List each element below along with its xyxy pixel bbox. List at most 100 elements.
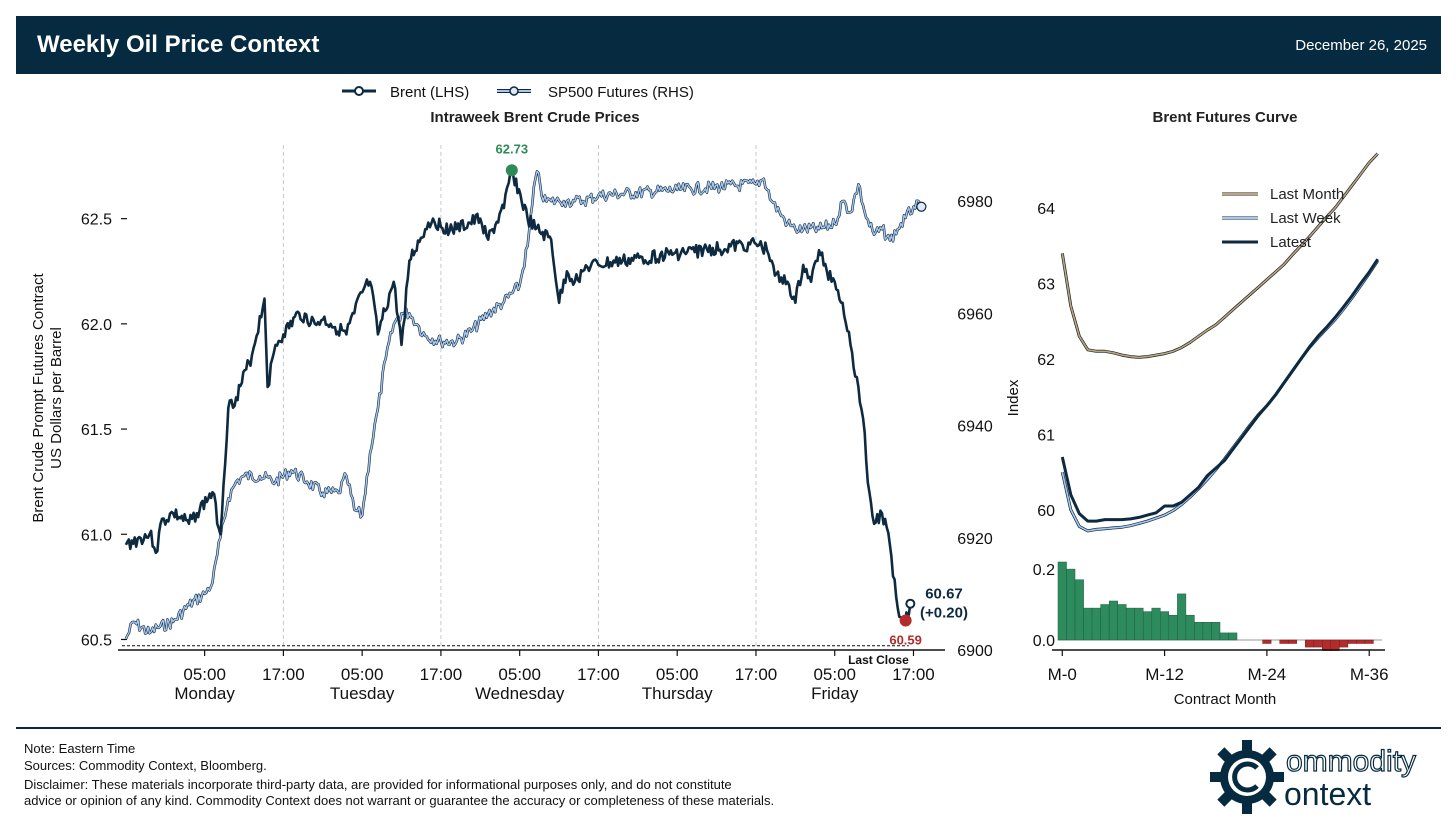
footer-disclaimer-1: Disclaimer: These materials incorporate … xyxy=(24,777,732,792)
x-tick-time: 05:00 xyxy=(813,665,856,684)
left-tick-label: 62.0 xyxy=(81,317,112,334)
diff-bar-positive xyxy=(1219,632,1229,641)
last-price-marker xyxy=(905,598,916,609)
diff-bar-positive xyxy=(1177,593,1187,641)
left-axis-label-2: US Dollars per Barrel xyxy=(48,327,65,469)
x-tick-day: Tuesday xyxy=(330,684,395,703)
curve-y-tick-label: 60 xyxy=(1037,503,1055,520)
diff-bar-positive xyxy=(1168,614,1178,641)
diff-bars xyxy=(1057,561,1382,651)
sp500-line-outline xyxy=(124,170,923,640)
diff-bar-positive xyxy=(1202,622,1212,641)
diff-bar-negative xyxy=(1279,639,1289,644)
legend-brent-marker xyxy=(354,86,364,96)
bar-y-tick-label: 0.2 xyxy=(1033,562,1055,579)
legend-last-week-label: Last Week xyxy=(1270,210,1341,227)
diff-bar-positive xyxy=(1057,561,1067,641)
diff-bar-negative xyxy=(1262,639,1272,644)
brent-line xyxy=(124,169,912,624)
diff-bar-positive xyxy=(1100,604,1110,641)
x-tick-time: 05:00 xyxy=(341,665,384,684)
legend-latest-label: Latest xyxy=(1270,234,1312,251)
diff-bar-negative xyxy=(1287,639,1297,644)
x-tick-time: 17:00 xyxy=(735,665,778,684)
curve-x-tick-label: M-36 xyxy=(1350,665,1389,684)
diff-bar-negative xyxy=(1330,639,1340,651)
right-tick-label: 6920 xyxy=(957,531,993,548)
left-tick-label: 60.5 xyxy=(81,632,112,649)
diff-bar-positive xyxy=(1074,579,1084,641)
x-tick-time: 05:00 xyxy=(498,665,541,684)
x-tick-time: 05:00 xyxy=(656,665,699,684)
diff-bar-positive xyxy=(1143,611,1153,641)
page-title: Weekly Oil Price Context xyxy=(37,31,320,58)
right-tick-label: 6940 xyxy=(957,419,993,436)
diff-bar-positive xyxy=(1117,604,1127,641)
diff-bar-negative xyxy=(1347,639,1357,644)
left-tick-label: 61.0 xyxy=(81,527,112,544)
diff-bar-negative xyxy=(1356,639,1366,644)
bar-y-ticks: 0.0 0.2 xyxy=(1033,562,1055,650)
report-date: December 26, 2025 xyxy=(1295,37,1427,54)
diff-bar-positive xyxy=(1108,600,1118,641)
curve-y-tick-label: 62 xyxy=(1037,352,1055,369)
last-month-curve-outline xyxy=(1060,152,1379,359)
sp500-line xyxy=(125,170,923,640)
legend-last-month-label: Last Month xyxy=(1270,186,1344,203)
diff-bar-positive xyxy=(1194,622,1204,641)
legend-brent-label: Brent (LHS) xyxy=(390,84,469,101)
curve-legend: Last Month Last Week Latest xyxy=(1222,186,1344,251)
footer-disclaimer-2: advice or opinion of any kind. Commodity… xyxy=(24,793,775,808)
diff-bar-positive xyxy=(1125,607,1135,641)
diff-bar-negative xyxy=(1322,639,1332,651)
x-tick-day: Monday xyxy=(174,684,235,703)
last-week-curve xyxy=(1061,260,1379,532)
left-axis-ticks: 60.5 61.0 61.5 62.0 62.5 xyxy=(81,212,127,649)
vertical-gridlines xyxy=(282,145,757,650)
diff-bar-positive xyxy=(1185,614,1195,641)
header-bar: Weekly Oil Price Context December 26, 20… xyxy=(16,16,1441,74)
footer-divider xyxy=(16,727,1441,729)
last-month-curve xyxy=(1061,153,1379,359)
x-tick-day: Thursday xyxy=(642,684,713,703)
diff-bar-positive xyxy=(1066,568,1076,641)
curve-series xyxy=(1060,152,1379,533)
right-tick-label: 6960 xyxy=(957,306,993,323)
diff-bar-positive xyxy=(1134,607,1144,641)
x-tick-time: 17:00 xyxy=(892,665,935,684)
low-marker xyxy=(899,614,912,627)
high-marker xyxy=(505,164,518,177)
curve-x-axis-label: Contract Month xyxy=(1174,691,1277,708)
high-label: 62.73 xyxy=(496,141,529,156)
diff-bar-positive xyxy=(1228,632,1238,641)
sp500-last-marker xyxy=(916,201,927,212)
footer-note: Note: Eastern Time xyxy=(24,741,136,756)
last-week-curve-outline xyxy=(1060,259,1379,533)
bar-y-tick-label: 0.0 xyxy=(1033,633,1055,650)
brent-series xyxy=(124,169,912,624)
logo-word-context: ontext xyxy=(1284,776,1371,812)
curve-x-tick-label: M-24 xyxy=(1248,665,1287,684)
curve-chart-title: Brent Futures Curve xyxy=(1152,109,1297,126)
diff-bar-negative xyxy=(1313,639,1323,648)
curve-y-tick-label: 61 xyxy=(1037,427,1055,444)
diff-bar-positive xyxy=(1211,622,1221,641)
x-tick-day: Friday xyxy=(811,684,859,703)
sp500-series xyxy=(124,170,927,640)
intraweek-brent-chart: Brent (LHS) SP500 Futures (RHS) Intrawee… xyxy=(30,84,993,703)
intraweek-chart-title: Intraweek Brent Crude Prices xyxy=(430,109,639,126)
diff-bar-positive xyxy=(1160,611,1170,641)
last-price-change: (+0.20) xyxy=(920,605,968,622)
diff-bar-negative xyxy=(1339,639,1349,648)
right-tick-label: 6900 xyxy=(957,643,993,660)
left-tick-label: 62.5 xyxy=(81,212,112,229)
x-tick-time: 17:00 xyxy=(420,665,463,684)
curve-y-ticks: 60 61 62 63 64 xyxy=(1037,201,1055,520)
diff-bar-positive xyxy=(1091,607,1101,641)
chart-legend: Brent (LHS) SP500 Futures (RHS) xyxy=(342,84,694,101)
legend-sp500-marker xyxy=(509,86,519,96)
left-tick-label: 61.5 xyxy=(81,422,112,439)
right-axis-ticks: 6900 6920 6940 6960 6980 xyxy=(957,194,993,660)
legend-sp500-label: SP500 Futures (RHS) xyxy=(548,84,694,101)
